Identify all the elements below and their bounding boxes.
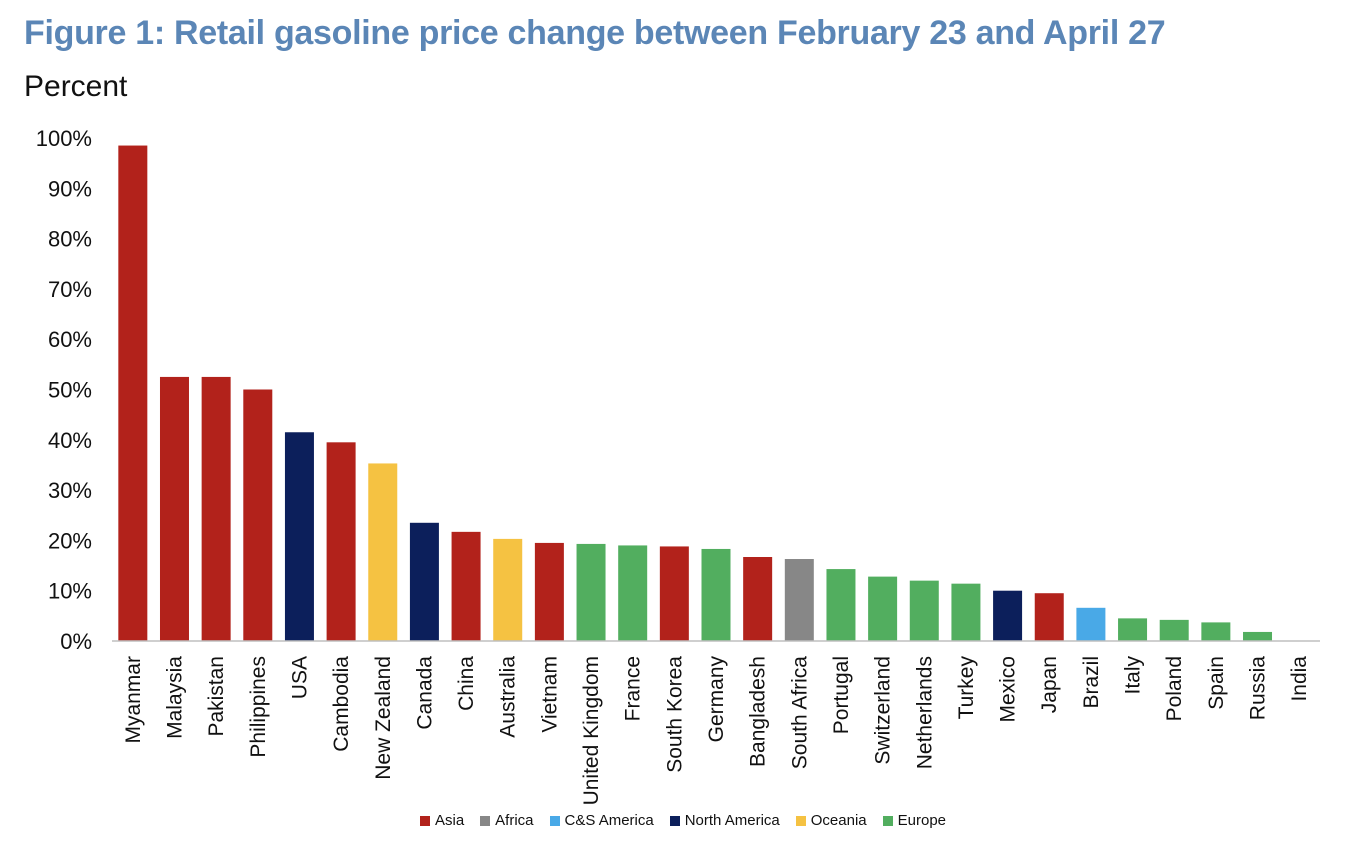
legend-label: Asia [434, 812, 465, 829]
category-label: Vietnam [538, 656, 561, 733]
legend: Asia Africa C&S America North America Oceani… [0, 812, 1366, 829]
y-tick-label: 80% [48, 227, 92, 252]
legend-swatch [795, 815, 806, 826]
y-tick-label: 10% [48, 579, 92, 604]
legend-label: C&S America [564, 812, 654, 829]
legend-label: Oceania [810, 812, 867, 829]
category-label: United Kingdom [580, 656, 603, 805]
bar-brazil [1076, 607, 1106, 641]
legend-label: Africa [495, 812, 534, 829]
y-tick-label: 100% [36, 126, 92, 151]
legend-swatch [882, 815, 893, 826]
y-tick-label: 70% [48, 277, 92, 302]
category-labels: Myanmar Malaysia Pakistan Philippines USA Cam… [122, 656, 1311, 806]
bar-pakistan [201, 376, 231, 641]
bar-netherlands [909, 580, 939, 641]
category-label: Germany [705, 656, 728, 743]
bar-turkey [951, 583, 981, 641]
bars [118, 145, 1273, 642]
category-label: Turkey [955, 656, 978, 720]
bar-mexico [993, 590, 1023, 641]
legend-swatch [480, 815, 491, 826]
y-tick-label: 20% [48, 528, 92, 553]
bar-south-africa [784, 559, 814, 641]
category-label: Pakistan [205, 656, 228, 737]
bar-philippines [243, 389, 273, 641]
bar-malaysia [159, 376, 189, 641]
category-label: South Korea [663, 656, 686, 773]
y-tick-label: 0% [60, 629, 92, 654]
y-tick-labels: 0% 10% 20% 30% 40% 50% 60% 70% 80% 90% 100% [36, 126, 92, 654]
legend-label: Europe [897, 812, 947, 829]
bar-germany [701, 548, 731, 641]
bar-poland [1159, 619, 1189, 641]
category-label: Canada [413, 656, 436, 730]
category-label: India [1288, 656, 1311, 702]
bar-myanmar [118, 145, 148, 642]
legend-item: C&S America [549, 812, 654, 829]
bar-china [451, 531, 481, 641]
bar-japan [1034, 593, 1064, 641]
bar-usa [284, 432, 314, 641]
bar-portugal [826, 569, 856, 641]
bar-canada [409, 522, 439, 641]
category-label: Mexico [997, 656, 1020, 723]
category-label: Australia [497, 656, 520, 738]
category-label: Philippines [247, 656, 270, 758]
category-label: Malaysia [163, 656, 186, 739]
bar-switzerland [868, 576, 898, 641]
legend-swatch [669, 815, 680, 826]
bar-france [618, 545, 648, 641]
y-axis-label: Percent [24, 70, 128, 103]
legend-item: Oceania [795, 812, 867, 829]
bar-italy [1118, 618, 1148, 641]
y-tick-label: 50% [48, 378, 92, 403]
bar-australia [493, 538, 523, 641]
category-label: France [622, 656, 645, 721]
legend-swatch [549, 815, 560, 826]
legend-item: North America [669, 812, 780, 829]
category-label: Portugal [830, 656, 853, 734]
legend-item: Africa [480, 812, 534, 829]
category-label: Myanmar [122, 656, 145, 744]
bar-united-kingdom [576, 543, 606, 641]
category-label: Cambodia [330, 656, 353, 752]
category-label: USA [288, 656, 311, 699]
legend-swatch [419, 815, 430, 826]
legend-item: Europe [882, 812, 947, 829]
category-label: New Zealand [372, 656, 395, 780]
category-label: China [455, 656, 478, 711]
y-tick-label: 30% [48, 478, 92, 503]
y-tick-label: 40% [48, 428, 92, 453]
category-label: South Africa [788, 656, 811, 770]
chart-title: Figure 1: Retail gasoline price change b… [24, 14, 1166, 52]
category-label: Italy [1122, 656, 1145, 695]
category-label: Russia [1247, 656, 1270, 721]
y-tick-label: 60% [48, 327, 92, 352]
bar-south-korea [659, 546, 689, 641]
bar-new-zealand [368, 463, 398, 641]
category-label: Brazil [1080, 656, 1103, 709]
category-label: Poland [1163, 656, 1186, 721]
category-label: Netherlands [913, 656, 936, 769]
y-tick-label: 90% [48, 176, 92, 201]
category-label: Switzerland [872, 656, 895, 765]
legend-label: North America [684, 812, 780, 829]
legend-item: Asia [419, 812, 465, 829]
bar-vietnam [534, 542, 564, 641]
bar-cambodia [326, 442, 356, 641]
bar-bangladesh [743, 556, 773, 641]
category-label: Bangladesh [747, 656, 770, 767]
category-label: Japan [1038, 656, 1061, 713]
bar-spain [1201, 622, 1231, 641]
category-label: Spain [1205, 656, 1228, 710]
bar-russia [1243, 631, 1273, 641]
